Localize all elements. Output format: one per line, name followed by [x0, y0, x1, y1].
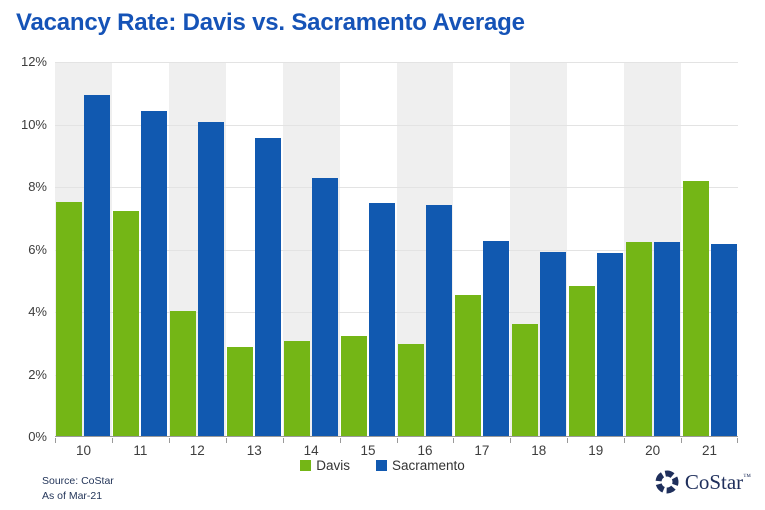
- y-tick-label-10%: 10%: [20, 116, 47, 132]
- y-tick-label-8%: 8%: [28, 179, 47, 194]
- bar-davis-13: [227, 346, 254, 436]
- gridline-8pct: [55, 187, 738, 188]
- bar-davis-15: [341, 336, 368, 436]
- bar-group-15: [340, 62, 397, 436]
- costar-logo-icon: [655, 470, 679, 494]
- bar-group-12: [169, 62, 226, 436]
- x-axis-tick: [55, 438, 56, 443]
- x-tick-label-17: 17: [474, 443, 490, 458]
- bar-davis-17: [454, 295, 481, 436]
- legend-label-davis: Davis: [316, 458, 350, 473]
- y-tick-label-0%: 0%: [28, 429, 47, 444]
- bar-davis-18: [511, 323, 538, 436]
- bar-davis-12: [170, 311, 197, 436]
- x-axis-tick: [111, 438, 113, 443]
- bar-sacramento-21: [710, 243, 737, 436]
- gridline-6pct: [55, 249, 738, 251]
- bar-group-17: [453, 62, 510, 436]
- bar-group-13: [226, 62, 283, 436]
- bar-davis-19: [568, 286, 595, 436]
- bar-sacramento-13: [255, 137, 282, 436]
- x-axis-tick: [225, 438, 227, 443]
- bar-sacramento-20: [653, 242, 680, 436]
- x-tick-label-14: 14: [303, 443, 319, 458]
- bar-davis-20: [625, 242, 652, 436]
- x-axis-tick: [567, 438, 569, 443]
- legend-item-sacramento: Sacramento: [375, 458, 465, 473]
- x-axis-tick: [681, 438, 683, 443]
- gridline-12pct: [55, 62, 738, 63]
- bar-davis-14: [284, 340, 311, 436]
- bar-group-11: [112, 62, 169, 436]
- y-tick-label-12%: 12%: [20, 54, 47, 69]
- trademark-symbol: ™: [743, 471, 751, 481]
- plot-area: Vacancy Rate: [55, 62, 738, 443]
- costar-logo-text: CoStar™: [684, 469, 751, 494]
- gridline-4pct: [55, 312, 738, 313]
- costar-logo: CoStar™: [654, 469, 751, 495]
- bar-davis-21: [682, 181, 709, 436]
- x-axis-tick: [396, 438, 398, 443]
- bar-group-20: [624, 62, 681, 436]
- x-axis-tick: [624, 438, 626, 443]
- legend-label-sacramento: Sacramento: [391, 458, 465, 473]
- source-line: Source: CoStar: [42, 475, 114, 487]
- y-tick-label-6%: 6%: [28, 241, 47, 257]
- chart-title: Vacancy Rate: Davis vs. Sacramento Avera…: [16, 9, 525, 36]
- bar-group-21: [681, 62, 738, 436]
- y-tick-label-4%: 4%: [28, 304, 47, 319]
- x-axis-tick: [282, 438, 284, 443]
- x-tick-label-16: 16: [417, 443, 433, 458]
- bar-sacramento-18: [539, 251, 566, 436]
- bar-sacramento-12: [198, 121, 225, 436]
- legend: Davis Sacramento: [0, 458, 765, 473]
- x-tick-label-13: 13: [246, 443, 262, 458]
- bar-sacramento-16: [425, 204, 452, 436]
- x-tick-label-18: 18: [531, 443, 547, 458]
- x-axis-tick: [737, 438, 738, 443]
- x-tick-label-11: 11: [133, 443, 148, 458]
- bar-davis-11: [113, 211, 140, 436]
- bar-sacramento-19: [596, 253, 623, 436]
- x-axis-tick: [510, 438, 512, 443]
- bar-group-10: [55, 62, 112, 436]
- legend-swatch-sacramento: [375, 460, 387, 471]
- x-axis-tick: [168, 438, 170, 443]
- gridline-10pct: [55, 124, 738, 126]
- x-tick-label-15: 15: [360, 443, 376, 458]
- x-tick-label-20: 20: [645, 443, 661, 458]
- source-note: Source: CoStar As of Mar-21: [42, 474, 114, 504]
- bar-sacramento-15: [369, 203, 396, 436]
- bar-group-18: [510, 62, 567, 436]
- bar-group-14: [283, 62, 340, 436]
- as-of-line: As of Mar-21: [42, 490, 103, 502]
- bar-group-16: [397, 62, 454, 436]
- x-tick-label-12: 12: [189, 443, 205, 458]
- x-tick-label-10: 10: [75, 443, 91, 458]
- bar-sacramento-11: [141, 111, 168, 436]
- y-tick-label-2%: 2%: [28, 366, 47, 382]
- x-axis-tick: [339, 438, 341, 443]
- x-axis-tick: [453, 438, 455, 443]
- bar-davis-16: [397, 343, 424, 436]
- bar-sacramento-17: [482, 240, 509, 436]
- x-tick-label-21: 21: [702, 443, 718, 458]
- bar-sacramento-14: [312, 178, 339, 436]
- x-tick-label-19: 19: [588, 443, 604, 458]
- bar-group-19: [567, 62, 624, 436]
- legend-swatch-davis: [300, 460, 312, 471]
- gridline-2pct: [55, 374, 738, 376]
- bar-sacramento-10: [84, 95, 111, 436]
- bar-davis-10: [56, 201, 83, 436]
- legend-item-davis: Davis: [300, 458, 350, 473]
